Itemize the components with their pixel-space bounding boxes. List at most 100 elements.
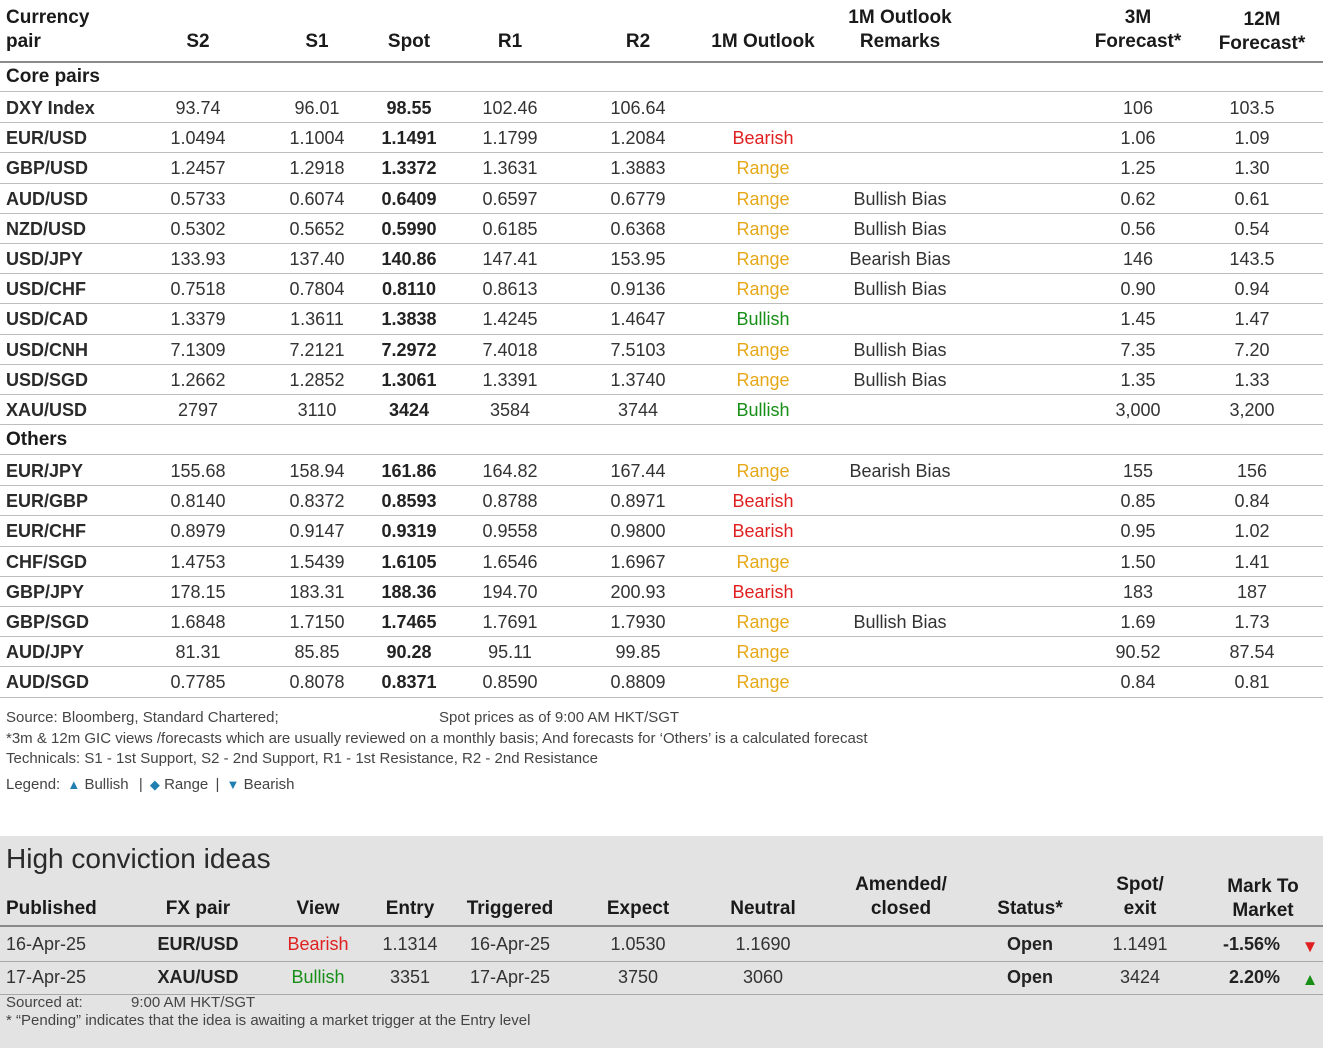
legend-bearish: Bearish: [243, 776, 295, 793]
technicals-note: Technicals: S1 - 1st Support, S2 - 2nd S…: [6, 750, 598, 767]
hci-cell-mtm: 2.20%: [1228, 967, 1280, 987]
cell-spot: 0.5990: [381, 218, 437, 239]
hci-mtm-line2: Market: [1232, 900, 1294, 921]
cell-r1: 1.1799: [482, 128, 538, 149]
cell-s1: 137.40: [289, 249, 345, 269]
hci-cell-spot: 3424: [1119, 967, 1161, 987]
cell-s1: 0.8078: [289, 672, 345, 693]
cell-pair: EUR/JPY: [6, 461, 84, 481]
cell-s1: 1.7150: [289, 612, 345, 632]
cell-spot: 1.1491: [381, 128, 437, 149]
hci-title: High conviction ideas: [6, 843, 271, 874]
hci-header-divider: [0, 925, 1323, 927]
hci-cell-neutral: 3060: [742, 967, 784, 987]
forecast-note: *3m & 12m GIC views /forecasts which are…: [6, 730, 868, 747]
cell-remarks: Bullish Bias: [853, 339, 947, 360]
cell-r2: 1.3883: [610, 158, 666, 179]
cell-pair: EUR/GBP: [6, 491, 89, 512]
hci-cell-published: 16-Apr-25: [6, 934, 87, 954]
cell-pair: AUD/SGD: [6, 672, 90, 693]
cell-f3m: 106: [1122, 98, 1154, 118]
cell-f12m: 1.02: [1234, 521, 1270, 542]
cell-f3m: 0.95: [1120, 521, 1156, 542]
cell-spot: 1.3372: [381, 158, 437, 179]
hci-amended-line2: closed: [870, 898, 932, 919]
header-remarks-line1: 1M Outlook: [848, 7, 952, 28]
cell-s2: 1.3379: [170, 309, 226, 330]
cell-outlook: Range: [736, 461, 790, 481]
section-divider: [0, 91, 1323, 92]
cell-r2: 0.9800: [610, 521, 666, 542]
hci-header-mtm: Mark To Market: [1205, 875, 1321, 923]
cell-outlook: Range: [736, 279, 790, 300]
hci-spot-line2: exit: [1123, 898, 1157, 919]
hci-cell-status: Open: [1006, 934, 1053, 954]
cell-s2: 2797: [177, 400, 219, 420]
bullish-triangle-icon: ▲: [67, 777, 81, 792]
cell-spot: 1.3061: [381, 369, 437, 390]
cell-s1: 0.6074: [289, 188, 345, 209]
cell-f12m: 0.94: [1234, 279, 1270, 300]
cell-f12m: 156: [1236, 461, 1268, 481]
cell-s2: 0.8140: [170, 491, 226, 512]
row-divider: [0, 636, 1323, 638]
cell-pair: DXY Index: [6, 98, 95, 118]
cell-spot: 98.55: [386, 98, 432, 118]
cell-s2: 155.68: [170, 461, 226, 481]
cell-f12m: 143.5: [1229, 249, 1275, 269]
cell-r1: 0.8590: [482, 672, 538, 693]
cell-s1: 0.9147: [289, 521, 345, 542]
row-divider: [0, 961, 1323, 962]
cell-pair: AUD/USD: [6, 188, 89, 209]
cell-r1: 0.9558: [482, 521, 538, 542]
cell-f12m: 0.54: [1234, 218, 1270, 239]
cell-f12m: 0.61: [1234, 188, 1270, 209]
cell-f3m: 183: [1122, 581, 1154, 602]
cell-remarks: Bullish Bias: [853, 218, 947, 239]
high-conviction-panel: [0, 836, 1323, 1048]
cell-r2: 1.4647: [610, 309, 666, 330]
cell-outlook: Bearish: [732, 521, 794, 542]
cell-s2: 0.7785: [170, 672, 226, 693]
cell-s2: 178.15: [170, 581, 226, 602]
row-divider: [0, 182, 1323, 184]
cell-r1: 194.70: [482, 581, 538, 602]
cell-r1: 3584: [489, 400, 531, 420]
cell-pair: EUR/CHF: [6, 521, 86, 542]
cell-r2: 7.5103: [610, 339, 666, 360]
cell-f12m: 0.81: [1234, 672, 1270, 693]
cell-r2: 0.6779: [610, 188, 666, 209]
header-r1: R1: [497, 31, 523, 52]
spot-time-note: Spot prices as of 9:00 AM HKT/SGT: [439, 709, 680, 726]
header-12m-forecast: 12M Forecast*: [1200, 8, 1324, 56]
row-divider: [0, 666, 1323, 668]
cell-r2: 200.93: [610, 581, 666, 602]
bearish-triangle-icon: ▼: [226, 777, 240, 792]
cell-r1: 7.4018: [482, 339, 538, 360]
cell-pair: USD/CNH: [6, 339, 89, 360]
cell-f3m: 0.85: [1120, 491, 1156, 512]
cell-f3m: 90.52: [1115, 642, 1161, 663]
cell-r2: 106.64: [610, 98, 666, 118]
cell-s2: 0.5302: [170, 218, 226, 239]
cell-spot: 90.28: [386, 642, 432, 663]
row-divider: [0, 994, 1323, 995]
cell-f12m: 87.54: [1229, 642, 1275, 663]
cell-spot: 0.9319: [381, 521, 437, 542]
cell-remarks: Bullish Bias: [853, 369, 947, 390]
cell-f3m: 146: [1122, 249, 1154, 269]
cell-f12m: 1.09: [1234, 128, 1270, 149]
cell-r2: 0.8971: [610, 491, 666, 512]
cell-r1: 1.4245: [482, 309, 538, 330]
cell-r1: 1.7691: [482, 612, 538, 632]
hci-cell-pair: EUR/USD: [157, 934, 239, 954]
hci-header-expect: Expect: [606, 898, 670, 919]
row-divider: [0, 545, 1323, 547]
cell-spot: 0.6409: [381, 188, 437, 209]
sourced-at-label: Sourced at:: [6, 994, 83, 1011]
cell-f3m: 0.62: [1120, 188, 1156, 209]
hci-cell-entry: 3351: [389, 967, 431, 987]
cell-outlook: Range: [736, 188, 790, 209]
cell-s2: 0.5733: [170, 188, 226, 209]
cell-s1: 158.94: [289, 461, 345, 481]
